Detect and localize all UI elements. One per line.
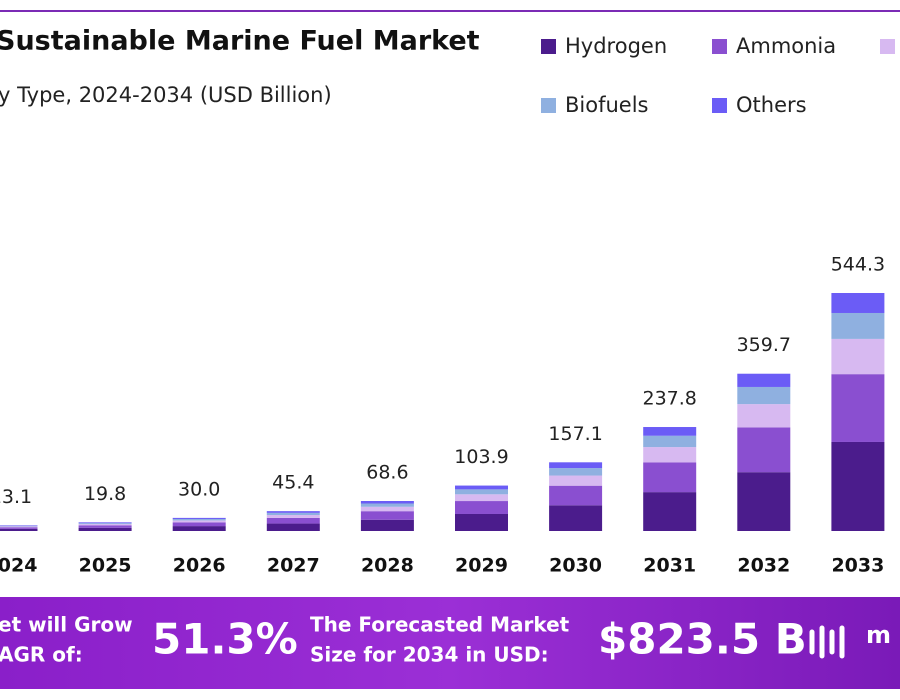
chart-subtitle: y Type, 2024-2034 (USD Billion) — [0, 83, 332, 107]
total-label: 237.8 — [642, 388, 696, 410]
bar-segment — [266, 511, 320, 513]
bar-segment — [360, 501, 414, 504]
total-label: 13.1 — [0, 486, 32, 508]
bar-segment — [549, 462, 603, 469]
bar-segment — [0, 525, 38, 526]
bar-segment — [831, 293, 885, 313]
bar-segment — [737, 427, 791, 473]
legend-swatch — [541, 98, 556, 113]
bar-segment — [737, 386, 791, 405]
bar-segment — [831, 338, 885, 375]
logo-icon — [809, 625, 845, 659]
bar-segment — [172, 520, 226, 523]
bar-segment — [455, 513, 508, 531]
bar-segment — [0, 527, 38, 529]
bar-segment — [0, 528, 38, 531]
bar-segment — [78, 527, 132, 531]
bar-segment — [172, 517, 226, 519]
bar-segment — [266, 514, 320, 518]
total-label: 19.8 — [84, 483, 126, 505]
total-label: 30.0 — [178, 478, 220, 500]
total-label: 45.4 — [272, 472, 314, 494]
x-tick-label: 2030 — [549, 555, 602, 577]
x-tick-label: 2031 — [643, 555, 696, 577]
bar-segment — [360, 503, 414, 507]
legend: Hydrogen Ammonia Biofuels Others — [541, 34, 895, 117]
bar-segment — [549, 485, 603, 506]
bar-segment — [549, 468, 603, 476]
banner — [0, 597, 900, 689]
bar-segment — [455, 485, 508, 490]
banner-text: Size for 2034 in USD: — [310, 643, 549, 667]
banner-value: 51.3% — [152, 615, 298, 664]
bar-segment — [266, 512, 320, 515]
bar-segment — [643, 427, 697, 436]
total-label: 544.3 — [831, 254, 885, 276]
bar-segment — [172, 526, 226, 531]
bar-segment — [831, 374, 885, 442]
x-tick-label: 2032 — [737, 555, 790, 577]
bar-segment — [78, 524, 132, 526]
legend-swatch — [541, 39, 556, 54]
bar-segment — [643, 492, 697, 531]
bar-segment — [266, 523, 320, 531]
bar-segment — [78, 523, 132, 525]
x-tick-label: 2033 — [831, 555, 884, 577]
bar-segment — [831, 312, 885, 339]
x-tick-label: 2026 — [173, 555, 226, 577]
banner-text: The Forecasted Market — [310, 613, 570, 637]
total-label: 359.7 — [737, 334, 791, 356]
bar-segment — [737, 404, 791, 428]
bar-segment — [643, 462, 697, 493]
bar-segment — [643, 435, 697, 448]
bar-segment — [455, 501, 508, 514]
bar-segment — [360, 511, 414, 520]
legend-swatch — [880, 39, 895, 54]
legend-label: Others — [736, 93, 807, 117]
bar-segment — [172, 522, 226, 527]
total-label: 157.1 — [548, 423, 602, 445]
banner-text: et will Grow — [0, 613, 133, 637]
x-tick-label: 2029 — [455, 555, 508, 577]
x-tick-label: 2025 — [79, 555, 132, 577]
bar-segment — [0, 525, 38, 527]
bar-segment — [549, 475, 603, 486]
x-tick-label: 2027 — [267, 555, 320, 577]
bar-segment — [737, 373, 791, 387]
bar-segment — [172, 518, 226, 521]
legend-swatch — [712, 39, 727, 54]
chart-title: Sustainable Marine Fuel Market — [0, 26, 480, 57]
bar-segment — [0, 526, 38, 528]
bar-segment — [266, 517, 320, 524]
x-tick-label: 2024 — [0, 555, 37, 577]
logo-text: m — [866, 621, 891, 649]
banner-text: AGR of: — [0, 643, 83, 667]
legend-label: Ammonia — [736, 34, 836, 58]
total-label: 68.6 — [366, 462, 408, 484]
bar-segment — [643, 447, 697, 463]
plot-area: 13.1 2024 19.8 2025 30.0 2026 45.4 2027 68.6 2028… — [0, 254, 885, 577]
bar-segment — [78, 525, 132, 528]
banner-value: $823.5 B — [598, 615, 807, 664]
bar-segment — [737, 472, 791, 531]
bar-segment — [455, 489, 508, 495]
bar-segment — [360, 506, 414, 512]
bar-segment — [78, 522, 132, 524]
bar-segment — [360, 519, 414, 531]
bar-segment — [831, 441, 885, 531]
legend-swatch — [712, 98, 727, 113]
x-tick-label: 2028 — [361, 555, 414, 577]
total-label: 103.9 — [454, 446, 508, 468]
bar-segment — [455, 494, 508, 502]
legend-label: Biofuels — [565, 93, 649, 117]
bar-segment — [549, 505, 603, 531]
legend-label: Hydrogen — [565, 34, 667, 58]
